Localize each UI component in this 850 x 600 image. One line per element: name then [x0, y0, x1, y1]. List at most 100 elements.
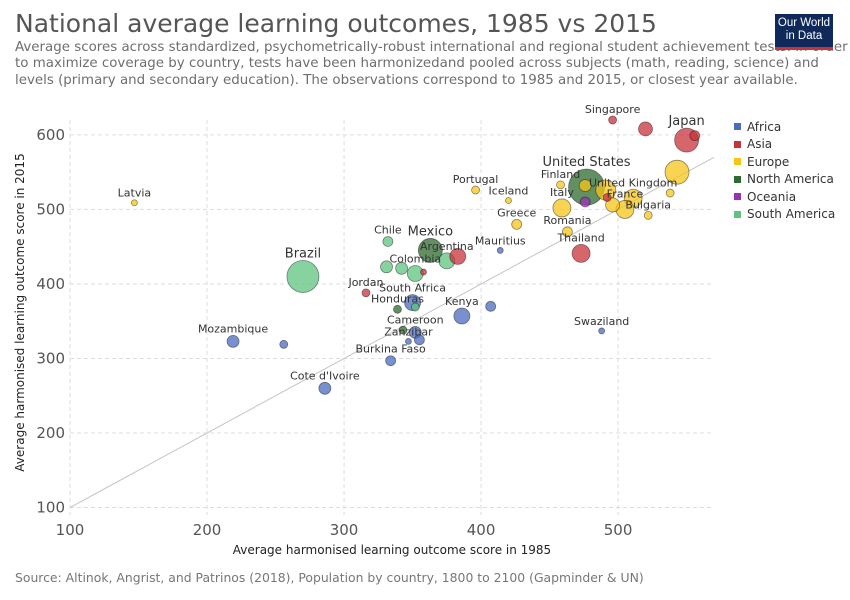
data-point-bulgaria[interactable]: [643, 210, 653, 220]
point-label: France: [607, 187, 644, 200]
legend-swatch: [734, 175, 741, 183]
point-label: Bulgaria: [625, 198, 671, 211]
data-point-portugal[interactable]: [471, 185, 480, 195]
point-label: Romania: [543, 214, 591, 227]
legend-item-asia[interactable]: Asia: [734, 136, 835, 154]
data-point-singapore[interactable]: [608, 115, 618, 125]
logo-accent-bar: [775, 47, 833, 50]
point-label: Thailand: [556, 231, 604, 244]
legend-label: Asia: [747, 137, 773, 152]
data-point-zanzibar[interactable]: [405, 337, 412, 345]
data-point-finland[interactable]: [556, 180, 565, 190]
point-label: Italy: [550, 186, 574, 199]
owid-logo[interactable]: Our World in Data: [775, 14, 833, 50]
data-point-unlabeled[interactable]: [638, 121, 653, 137]
point-label: Mexico: [408, 224, 453, 239]
data-point-unlabeled[interactable]: [665, 188, 675, 198]
legend-item-south-america[interactable]: South America: [734, 206, 835, 224]
data-point-iceland[interactable]: [505, 197, 512, 204]
y-tick-label: 400: [36, 275, 65, 293]
data-point-swaziland[interactable]: [598, 327, 606, 335]
logo-line-2: in Data: [785, 30, 823, 42]
point-label: Zanzibar: [384, 325, 433, 338]
data-point-latvia[interactable]: [130, 199, 138, 207]
point-label: Portugal: [453, 173, 499, 186]
point-label: Greece: [497, 206, 536, 219]
data-point-italy[interactable]: [552, 198, 572, 218]
data-point-honduras[interactable]: [393, 304, 402, 314]
point-label: United Kingdom: [589, 176, 677, 189]
data-point-unlabeled[interactable]: [449, 247, 467, 265]
y-tick-label: 200: [36, 424, 65, 442]
y-tick-label: 600: [36, 126, 65, 144]
point-labels: Latvia Brazil Mozambique Cote d'Ivoire Jorda…: [118, 103, 705, 382]
data-point-unlabeled[interactable]: [380, 260, 393, 274]
data-point-unlabeled[interactable]: [420, 268, 427, 276]
data-point-unlabeled[interactable]: [398, 325, 408, 335]
point-label: Kenya: [445, 295, 479, 308]
data-point-unlabeled[interactable]: [414, 334, 425, 346]
data-point-unlabeled[interactable]: [410, 302, 420, 312]
legend-item-africa[interactable]: Africa: [734, 118, 835, 136]
data-point-unlabeled[interactable]: [279, 339, 289, 349]
data-point-mauritius[interactable]: [496, 247, 504, 254]
x-tick-label: 300: [330, 521, 359, 539]
data-point-brazil[interactable]: [286, 260, 320, 293]
point-label: Japan: [667, 114, 704, 129]
data-point-chile[interactable]: [382, 236, 394, 247]
legend-label: North America: [747, 172, 834, 187]
legend-swatch: [734, 193, 741, 201]
y-tick-label: 300: [36, 349, 65, 367]
legend-label: South America: [747, 207, 836, 222]
data-point-mozambique[interactable]: [226, 334, 240, 348]
legend-swatch: [734, 123, 741, 131]
data-point-kenya[interactable]: [453, 307, 471, 325]
data-point-mexico[interactable]: [417, 238, 443, 263]
point-label: Chile: [374, 223, 402, 236]
data-point-unlabeled[interactable]: [605, 197, 621, 213]
data-points: [130, 115, 701, 395]
point-label: Cameroon: [387, 313, 444, 326]
data-point-cote-d-ivoire[interactable]: [318, 381, 332, 395]
data-point-unlabeled[interactable]: [689, 130, 701, 142]
point-label: Jordan: [347, 276, 383, 289]
legend-label: Europe: [747, 154, 790, 169]
logo-line-1: Our World: [777, 17, 831, 29]
point-label: United States: [543, 155, 631, 170]
point-label: Singapore: [585, 103, 641, 116]
point-label: Honduras: [371, 292, 424, 305]
legend-item-europe[interactable]: Europe: [734, 153, 835, 171]
data-point-jordan[interactable]: [361, 288, 371, 298]
data-point-thailand[interactable]: [571, 244, 591, 263]
data-point-unlabeled[interactable]: [664, 159, 690, 185]
data-point-romania[interactable]: [561, 226, 573, 238]
data-point-unlabeled[interactable]: [578, 179, 592, 192]
legend-swatch: [734, 140, 741, 148]
diagonal-reference-line: [69, 156, 715, 508]
point-label: Latvia: [118, 187, 152, 200]
y-tick-label: 100: [36, 499, 65, 517]
data-point-burkina-faso[interactable]: [385, 355, 397, 367]
legend-item-oceania[interactable]: Oceania: [734, 188, 835, 206]
point-label: Cote d'Ivoire: [290, 369, 360, 382]
point-label: Swaziland: [574, 315, 629, 328]
legend-item-north-america[interactable]: North America: [734, 171, 835, 189]
point-label: Iceland: [489, 184, 529, 197]
y-axis-label: Average harmonised learning outcome scor…: [13, 153, 27, 471]
x-axis-label: Average harmonised learning outcome scor…: [233, 543, 551, 557]
chart-subtitle: Average scores across standardized, psyc…: [15, 40, 848, 88]
legend-swatch: [734, 158, 741, 166]
data-point-unlabeled[interactable]: [602, 193, 612, 202]
legend-label: Africa: [747, 119, 782, 134]
data-point-greece[interactable]: [511, 218, 523, 230]
point-label: Mauritius: [475, 234, 526, 247]
data-point-unlabeled[interactable]: [485, 300, 497, 312]
source-note: Source: Altinok, Angrist, and Patrinos (…: [15, 570, 644, 585]
point-label: Brazil: [285, 247, 321, 262]
x-tick-label: 100: [56, 521, 85, 539]
point-label: Colombia: [389, 253, 441, 266]
point-label: South Africa: [379, 282, 446, 295]
data-point-unlabeled[interactable]: [395, 261, 408, 275]
data-point-unlabeled[interactable]: [579, 196, 591, 208]
